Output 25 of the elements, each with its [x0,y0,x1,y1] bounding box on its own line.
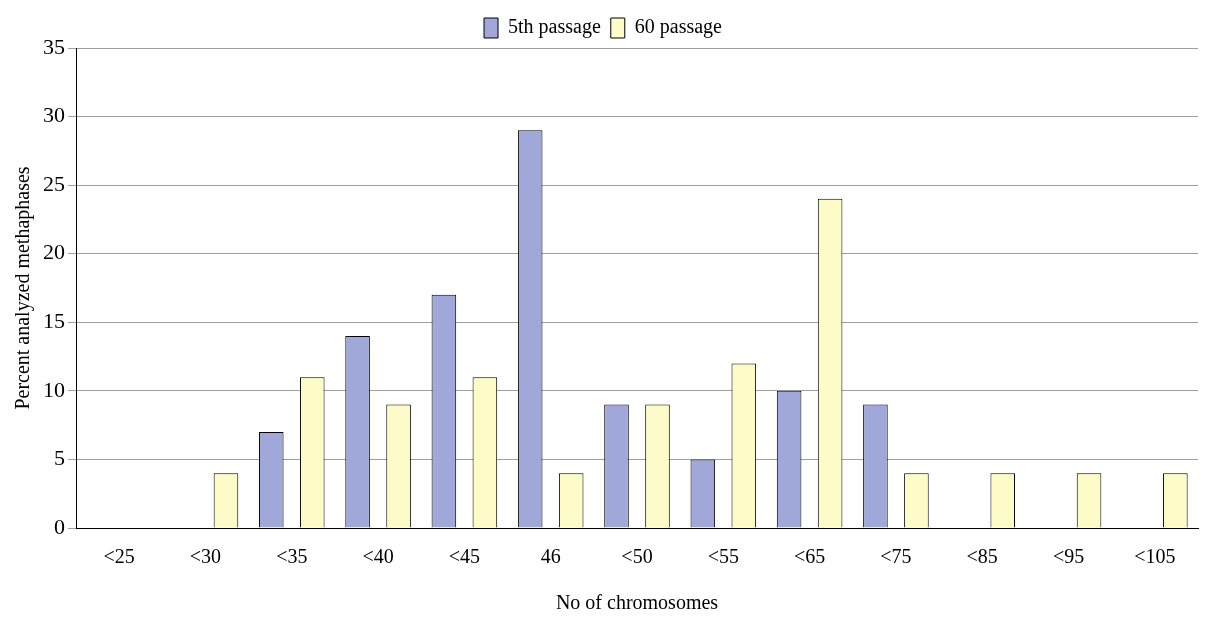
x-tick-label: <105 [1134,545,1176,568]
y-tick-label: 30 [43,102,65,128]
y-tick-label: 25 [43,170,65,196]
x-axis-title: No of chromosomes [555,591,719,614]
x-tick-label: <55 [707,545,739,568]
x-tick-label: <75 [880,545,912,568]
x-tick-label: <95 [1052,545,1085,568]
x-tick-label: <45 [448,545,481,568]
y-axis-title: Percent analyzed methaphases [11,166,35,410]
y-tick-label: 35 [43,33,65,59]
x-tick-label: <25 [103,545,135,568]
y-tick-label: 10 [43,376,65,402]
x-tick-label: <85 [966,545,998,568]
x-tick-label: <65 [793,545,826,568]
legend-label: 60 passage [634,15,723,39]
y-tick-label: 20 [43,239,65,265]
x-tick-label: 46 [540,545,561,568]
legend-label: 5th passage [508,15,601,39]
y-tick-label: 0 [54,513,65,539]
y-tick-label: 15 [43,308,65,334]
x-tick-label: <35 [276,545,308,568]
x-tick-label: <40 [362,545,394,568]
y-tick-label: 5 [54,445,65,471]
x-tick-label: <50 [621,545,653,568]
x-tick-label: <30 [189,545,222,568]
